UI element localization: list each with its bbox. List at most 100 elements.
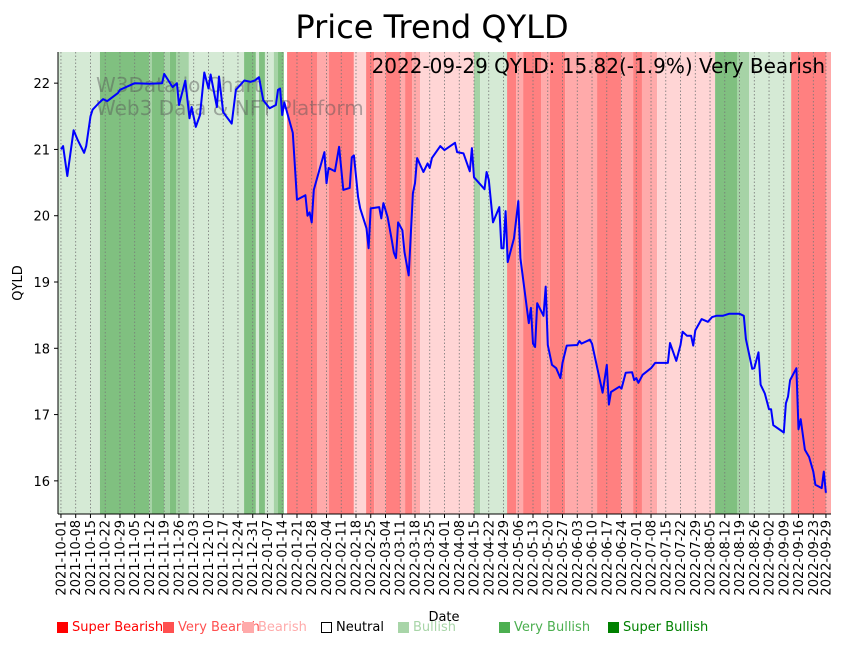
x-tick-label: 2022-05-06 — [512, 520, 527, 596]
sentiment-bands — [58, 52, 831, 514]
y-axis-label: QYLD — [11, 265, 26, 300]
sentiment-band — [151, 52, 165, 514]
y-tick-label: 16 — [33, 475, 50, 490]
x-tick-label: 2022-06-17 — [600, 520, 615, 596]
sentiment-band — [353, 52, 367, 514]
x-tick-label: 2022-02-11 — [335, 520, 350, 596]
sentiment-band — [264, 52, 274, 514]
legend-item-bearish: Bearish — [243, 620, 307, 635]
sentiment-band — [259, 52, 265, 514]
x-tick-label: 2022-05-13 — [527, 520, 542, 596]
x-tick-label: 2021-12-31 — [246, 520, 261, 596]
legend-item-neutral: Neutral — [321, 620, 384, 635]
sentiment-band — [385, 52, 401, 514]
x-tick-label: 2021-12-03 — [187, 520, 202, 596]
watermark: W3Data.io Chart Web3 Data & NFT Platform — [96, 73, 364, 120]
legend-swatch — [398, 622, 409, 633]
y-tick-label: 22 — [33, 77, 50, 92]
sentiment-band — [715, 52, 738, 514]
sentiment-band — [374, 52, 386, 514]
x-gridlines — [60, 52, 827, 514]
x-tick-label: 2022-07-01 — [630, 520, 645, 596]
sentiment-band — [597, 52, 622, 514]
y-ticks: 16 17 18 19 20 21 22 — [33, 77, 58, 490]
x-tick-label: 2021-11-26 — [172, 520, 187, 596]
legend-item-super-bullish: Super Bullish — [608, 620, 708, 635]
x-tick-label: 2022-09-29 — [819, 520, 834, 596]
y-tick-label: 20 — [33, 210, 50, 225]
sentiment-band — [164, 52, 170, 514]
sentiment-band — [283, 52, 288, 514]
sentiment-band — [507, 52, 517, 514]
legend-label: Bullish — [413, 620, 457, 635]
x-tick-label: 2022-03-18 — [408, 520, 423, 596]
watermark-line-1: W3Data.io Chart — [96, 73, 262, 97]
x-tick-label: 2021-12-24 — [231, 520, 246, 596]
legend-item-bullish: Bullish — [398, 620, 456, 635]
x-tick-label: 2022-01-14 — [276, 520, 291, 596]
sentiment-band — [287, 52, 318, 514]
x-tick-label: 2022-02-25 — [364, 520, 379, 596]
legend-swatch — [57, 622, 68, 633]
x-tick-label: 2021-11-19 — [158, 520, 173, 596]
x-tick-label: 2021-12-17 — [217, 520, 232, 596]
x-tick-label: 2022-04-22 — [482, 520, 497, 596]
sentiment-band — [549, 52, 566, 514]
legend-label: Super Bullish — [623, 620, 709, 635]
x-tick-label: 2022-07-08 — [645, 520, 660, 596]
x-tick-label: 2022-08-12 — [718, 520, 733, 596]
x-tick-label: 2022-08-19 — [733, 520, 748, 596]
x-tick-label: 2021-10-15 — [84, 520, 99, 596]
x-tick-label: 2021-12-10 — [202, 520, 217, 596]
sentiment-band — [58, 52, 100, 514]
sentiment-band — [188, 52, 245, 514]
x-tick-label: 2022-09-16 — [792, 520, 807, 596]
legend-swatch — [321, 622, 332, 633]
price-annotation: 2022-09-29 QYLD: 15.82(-1.9%) Very Beari… — [372, 54, 825, 78]
legend: Super Bearish Very Bearish Bearish Neutr… — [0, 620, 851, 640]
x-tick-label: 2021-10-29 — [113, 520, 128, 596]
sentiment-band — [641, 52, 658, 514]
x-tick-label: 2022-03-04 — [379, 520, 394, 596]
sentiment-band — [633, 52, 642, 514]
legend-swatch — [163, 622, 174, 633]
sentiment-band — [366, 52, 375, 514]
x-tick-label: 2022-06-03 — [571, 520, 586, 596]
sentiment-band — [412, 52, 421, 514]
sentiment-band — [278, 52, 284, 514]
x-tick-label: 2021-10-22 — [99, 520, 114, 596]
x-tick-label: 2022-06-24 — [615, 520, 630, 596]
y-tick-label: 18 — [33, 342, 50, 357]
y-tick-label: 17 — [33, 409, 50, 424]
x-tick-label: 2022-01-07 — [261, 520, 276, 596]
price-line — [60, 71, 827, 493]
sentiment-band — [176, 52, 189, 514]
x-tick-label: 2021-11-12 — [143, 520, 158, 596]
legend-label: Super Bearish — [72, 620, 164, 635]
x-tick-label: 2022-01-21 — [290, 520, 305, 596]
x-tick-label: 2021-10-08 — [69, 520, 84, 596]
sentiment-band — [317, 52, 330, 514]
x-ticks: 2021-10-01 2021-10-08 2021-10-15 2021-10-22… — [54, 514, 834, 596]
legend-label: Bearish — [258, 620, 307, 635]
sentiment-band — [480, 52, 508, 514]
sentiment-band — [405, 52, 413, 514]
legend-item-super-bearish: Super Bearish — [57, 620, 163, 635]
x-tick-label: 2022-04-08 — [453, 520, 468, 596]
legend-label: Very Bullish — [514, 620, 591, 635]
x-tick-label: 2022-06-10 — [586, 520, 601, 596]
x-tick-label: 2021-10-01 — [54, 520, 69, 596]
sentiment-band — [737, 52, 750, 514]
x-tick-label: 2022-09-02 — [763, 520, 778, 596]
sentiment-band — [523, 52, 542, 514]
sentiment-band — [657, 52, 716, 514]
x-tick-label: 2022-08-05 — [704, 520, 719, 596]
sentiment-band — [621, 52, 634, 514]
sentiment-band — [749, 52, 792, 514]
sentiment-band — [516, 52, 524, 514]
sentiment-band — [149, 52, 152, 514]
x-tick-label: 2022-03-25 — [423, 520, 438, 596]
chart-title: Price Trend QYLD — [295, 8, 568, 46]
sentiment-band — [541, 52, 550, 514]
